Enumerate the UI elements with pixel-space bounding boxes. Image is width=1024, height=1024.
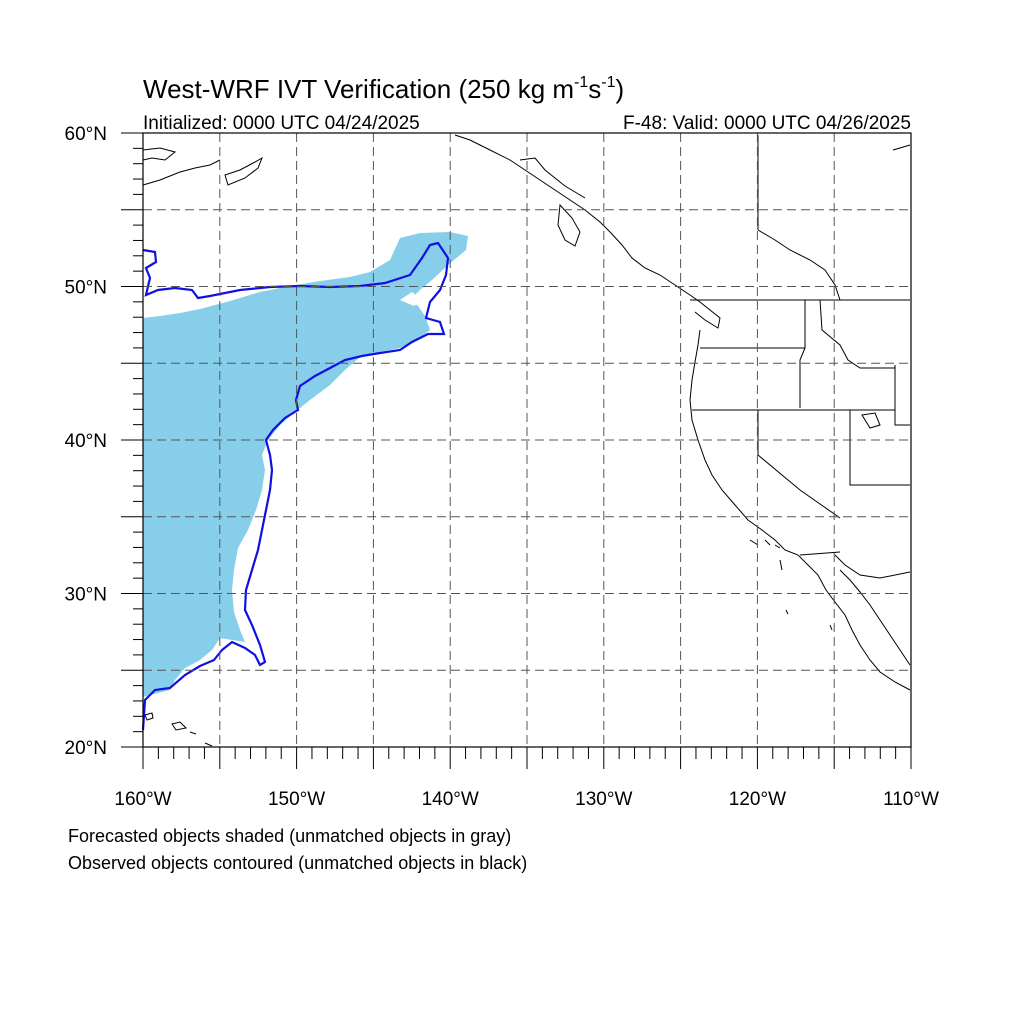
- forecast-object-gap: [400, 292, 422, 306]
- forecast-object-fill: [143, 232, 468, 697]
- lat-tick-label: 50°N: [65, 278, 107, 299]
- lat-tick-label: 30°N: [65, 585, 107, 606]
- forecast-note: Forecasted objects shaded (unmatched obj…: [68, 826, 512, 846]
- initialized-label: Initialized: 0000 UTC 04/24/2025: [143, 113, 420, 134]
- lat-tick-label: 40°N: [65, 431, 107, 452]
- longitude-labels: 160°W 150°W 140°W 130°W 120°W 110°W: [114, 789, 939, 810]
- lon-tick-label: 150°W: [268, 789, 325, 810]
- axis-ticks: [121, 132, 912, 769]
- lon-tick-label: 110°W: [883, 789, 939, 810]
- lat-tick-label: 20°N: [65, 738, 107, 759]
- observed-note: Observed objects contoured (unmatched ob…: [68, 853, 528, 873]
- lon-tick-label: 120°W: [729, 789, 786, 810]
- valid-label: F-48: Valid: 0000 UTC 04/26/2025: [623, 113, 911, 134]
- graticule: [143, 133, 911, 747]
- lat-tick-label: 60°N: [65, 124, 107, 145]
- coastlines: [142, 134, 911, 747]
- lon-tick-label: 140°W: [422, 789, 479, 810]
- lon-tick-label: 130°W: [575, 789, 632, 810]
- observed-object-contour: [141, 241, 450, 731]
- chart-title: West-WRF IVT Verification (250 kg m-1s-1…: [143, 74, 624, 104]
- lon-tick-label: 160°W: [114, 789, 171, 810]
- latitude-labels: 60°N 50°N 40°N 30°N 20°N: [65, 124, 107, 759]
